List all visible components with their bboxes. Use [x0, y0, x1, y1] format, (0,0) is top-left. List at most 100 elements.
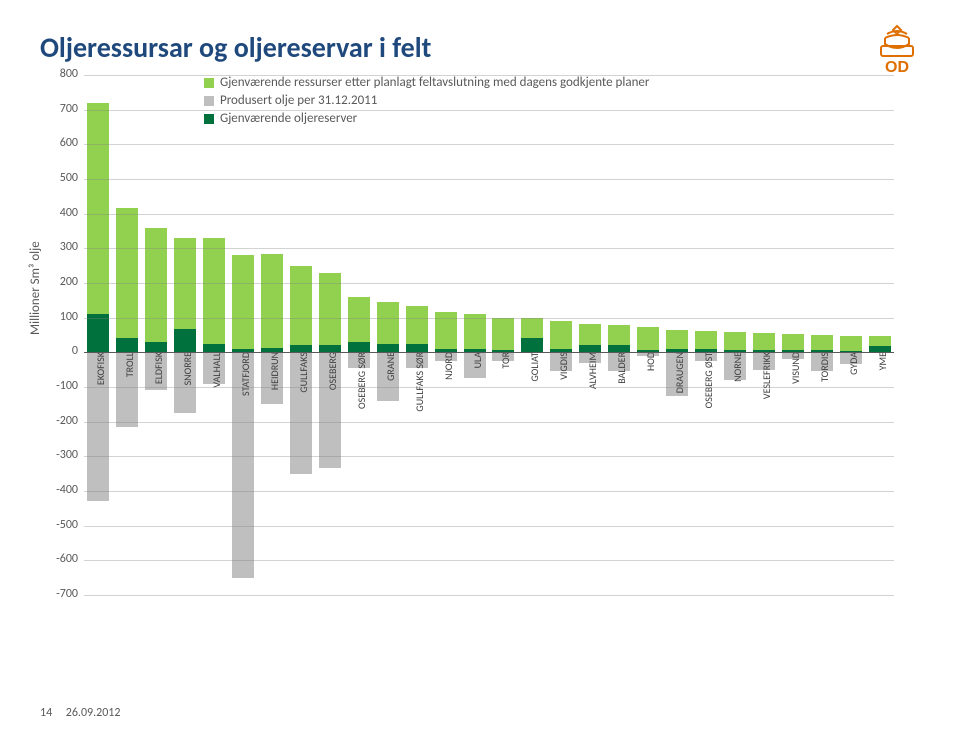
resources-segment: [464, 314, 486, 349]
resources-segment: [782, 334, 804, 350]
resources-segment: [203, 238, 225, 344]
y-tick-label: 600: [48, 136, 78, 150]
x-tick-label: NJORD: [442, 352, 455, 380]
x-tick-label: STATFJORD: [239, 352, 252, 396]
bar-njord: NJORD: [431, 75, 460, 595]
x-tick-label: YME: [876, 352, 889, 370]
resources-segment: [608, 325, 630, 346]
x-tick-label: GRANE: [384, 352, 397, 381]
y-tick-label: 200: [48, 275, 78, 289]
bar-yme: YME: [865, 75, 894, 595]
bar-ula: ULA: [460, 75, 489, 595]
y-tick-label: -300: [48, 448, 78, 462]
reserves-segment: [116, 338, 138, 352]
bar-grane: GRANE: [373, 75, 402, 595]
gridline: [84, 75, 894, 76]
resources-segment: [145, 228, 167, 342]
resources-segment: [232, 255, 254, 349]
x-tick-label: GOLIAT: [528, 352, 541, 382]
x-tick-label: VISUND: [789, 352, 802, 384]
x-tick-label: HEIDRUN: [268, 352, 281, 390]
x-tick-label: TORDIS: [818, 352, 831, 382]
bar-gyda: GYDA: [836, 75, 865, 595]
x-tick-label: ALVHEIM: [586, 352, 599, 389]
x-tick-label: NORNE: [731, 352, 744, 382]
resources-segment: [406, 306, 428, 344]
x-tick-label: EKOFISK: [94, 352, 107, 385]
gridline: [84, 144, 894, 145]
bar-oseberg-øst: OSEBERG ØST: [692, 75, 721, 595]
gridline: [84, 387, 894, 388]
resources-segment: [637, 327, 659, 349]
resources-segment: [550, 321, 572, 349]
reserves-segment: [87, 314, 109, 352]
bar-tordis: TORDIS: [807, 75, 836, 595]
bar-oseberg: OSEBERG: [315, 75, 344, 595]
bar-norne: NORNE: [720, 75, 749, 595]
x-tick-label: OSEBERG ØST: [702, 352, 715, 408]
bar-eldfisk: ELDFISK: [142, 75, 171, 595]
x-tick-label: OSEBERG: [326, 352, 339, 390]
x-tick-label: OSEBERG SØR: [355, 352, 368, 409]
gridline: [84, 422, 894, 423]
resources-segment: [261, 254, 283, 349]
bar-visund: VISUND: [778, 75, 807, 595]
y-tick-label: -500: [48, 518, 78, 532]
x-tick-label: VIGDIS: [557, 352, 570, 380]
resources-segment: [492, 318, 514, 350]
gridline: [84, 179, 894, 180]
gridline: [84, 595, 894, 596]
x-tick-label: GYDA: [847, 352, 860, 375]
resources-segment: [666, 330, 688, 349]
bar-hod: HOD: [634, 75, 663, 595]
x-tick-label: ULA: [471, 352, 484, 368]
y-tick-label: -700: [48, 587, 78, 601]
bar-statfjord: STATFJORD: [229, 75, 258, 595]
resources-segment: [116, 208, 138, 338]
reserves-segment: [521, 338, 543, 353]
y-axis-label: Millioner Sm³ olje: [28, 241, 43, 335]
bar-oseberg-sør: OSEBERG SØR: [344, 75, 373, 595]
gridline: [84, 491, 894, 492]
resources-segment: [840, 336, 862, 351]
bar-gullfaks: GULLFAKS: [287, 75, 316, 595]
bar-heidrun: HEIDRUN: [258, 75, 287, 595]
y-tick-label: 0: [48, 344, 78, 358]
y-tick-label: 300: [48, 240, 78, 254]
bar-troll: TROLL: [113, 75, 142, 595]
gridline: [84, 456, 894, 457]
y-tick-label: -600: [48, 552, 78, 566]
gridline: [84, 352, 894, 353]
page-title: Oljeressursar og oljereservar i felt: [40, 30, 919, 65]
gridline: [84, 526, 894, 527]
bar-gullfaks-sør: GULLFAKS SØR: [402, 75, 431, 595]
resources-segment: [521, 318, 543, 338]
x-tick-label: TOR: [499, 352, 512, 369]
x-tick-label: VESLEFRIKK: [760, 352, 773, 399]
reserves-segment: [145, 342, 167, 352]
y-tick-label: 700: [48, 102, 78, 116]
bar-vigdis: VIGDIS: [547, 75, 576, 595]
bar-valhall: VALHALL: [200, 75, 229, 595]
y-tick-label: -100: [48, 379, 78, 393]
bar-veslefrikk: VESLEFRIKK: [749, 75, 778, 595]
y-tick-label: 400: [48, 206, 78, 220]
y-tick-label: 500: [48, 171, 78, 185]
bar-balder: BALDER: [605, 75, 634, 595]
y-tick-label: -400: [48, 483, 78, 497]
gridline: [84, 214, 894, 215]
x-tick-label: TROLL: [123, 352, 136, 377]
reserves-segment: [174, 329, 196, 352]
page-number: 14: [40, 706, 52, 720]
x-tick-label: VALHALL: [210, 352, 223, 388]
bar-tor: TOR: [489, 75, 518, 595]
reserves-segment: [348, 342, 370, 352]
resources-segment: [869, 336, 891, 346]
bar-snorre: SNORRE: [171, 75, 200, 595]
x-tick-label: BALDER: [615, 352, 628, 384]
od-logo: OD: [875, 24, 919, 81]
bar-ekofisk: EKOFISK: [84, 75, 113, 595]
footer-date: 26.09.2012: [66, 706, 121, 720]
resources-segment: [753, 333, 775, 350]
y-tick-label: 100: [48, 310, 78, 324]
